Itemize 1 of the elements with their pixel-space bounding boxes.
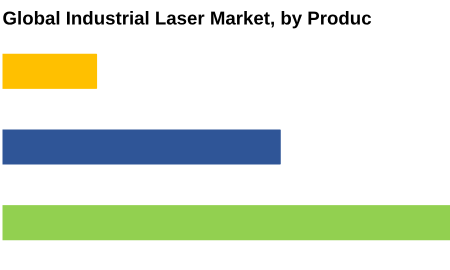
chart-title: Global Industrial Laser Market, by Produc (2, 8, 372, 28)
